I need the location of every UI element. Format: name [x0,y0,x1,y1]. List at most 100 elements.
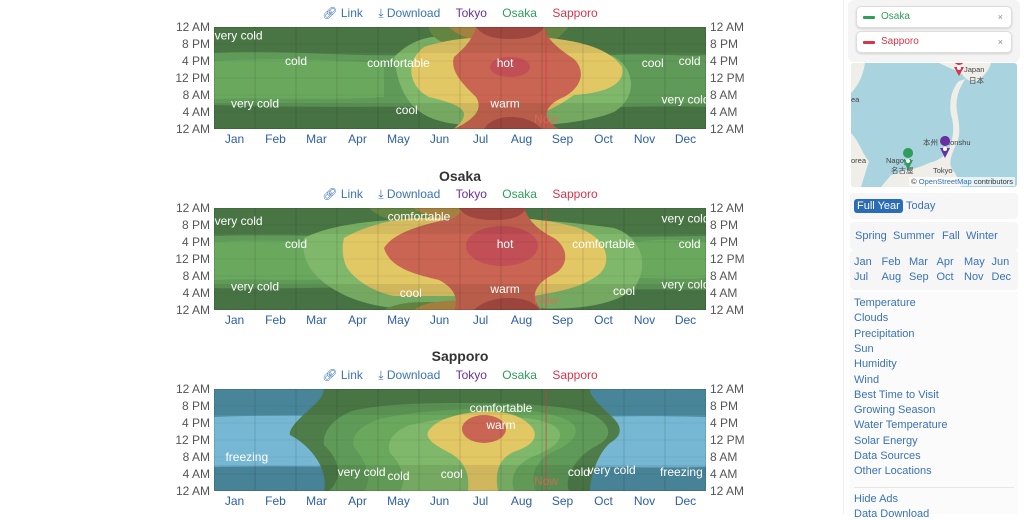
city-pill-osaka[interactable]: Osaka × [856,6,1012,28]
link-button[interactable]: 🔗︎ Link [322,368,363,382]
main-content: 🔗︎ Link ⤓ Download Tokyo Osaka Sapporo 1… [160,0,760,508]
band-label: cool [613,284,635,298]
band-label: comfortable [388,210,451,224]
close-icon[interactable]: × [997,12,1003,22]
y-tick-label: 4 PM [181,235,210,249]
season-fall[interactable]: Fall [942,230,960,242]
x-tick-label: Mar [306,132,327,146]
city-link-sapporo[interactable]: Sapporo [552,187,598,201]
y-tick-label: 8 AM [710,88,738,102]
month-link-oct[interactable]: Oct [936,271,954,283]
month-link-mar[interactable]: Mar [909,256,928,268]
download-button[interactable]: ⤓ Download [378,187,440,201]
nav-link-hide-ads[interactable]: Hide Ads [854,493,899,505]
plot-border [214,389,706,491]
city-link-tokyo[interactable]: Tokyo [455,187,487,201]
season-spring[interactable]: Spring [855,230,887,242]
nav-link-clouds[interactable]: Clouds [854,312,889,325]
download-button[interactable]: ⤓ Download [378,368,440,382]
nav-link-precipitation[interactable]: Precipitation [854,327,915,340]
y-tick-label: 12 PM [710,433,745,447]
band-label: very cold [338,465,386,479]
x-tick-label: Jun [429,313,450,327]
nav-link-best-time-to-visit[interactable]: Best Time to Visit [854,388,939,401]
chart-links: 🔗︎ Link ⤓ Download Tokyo Osaka Sapporo [160,368,760,383]
osm-link[interactable]: OpenStreetMap [918,177,972,186]
city-link-sapporo[interactable]: Sapporo [552,6,598,20]
band-label: very cold [661,212,706,226]
nav-link-growing-season[interactable]: Growing Season [854,404,936,417]
nav-link-sun[interactable]: Sun [854,342,874,355]
month-link-apr[interactable]: Apr [936,256,954,268]
y-tick-label: 8 AM [710,450,738,464]
city-link-osaka[interactable]: Osaka [502,6,537,20]
link-button[interactable]: 🔗︎ Link [322,187,363,201]
x-tick-label: Jan [224,494,245,508]
city-link-tokyo[interactable]: Tokyo [455,6,487,20]
nav-link-humidity[interactable]: Humidity [854,358,897,371]
x-tick-label: Feb [265,494,286,508]
season-winter[interactable]: Winter [966,230,998,242]
month-link-feb[interactable]: Feb [881,256,901,268]
month-link-jun[interactable]: Jun [991,256,1010,268]
download-button[interactable]: ⤓ Download [378,6,440,20]
y-tick-label: 12 AM [710,122,745,136]
y-tick-label: 4 PM [710,235,739,249]
city-link-osaka[interactable]: Osaka [502,187,537,201]
download-label: Download [386,187,441,201]
month-link-may[interactable]: May [964,256,985,268]
full-year-button[interactable]: Full Year [854,199,903,213]
city-pill-sapporo[interactable]: Sapporo × [856,31,1012,53]
band-label: cold [679,237,701,251]
band-label: freezing [225,450,268,464]
series-swatch [863,16,875,19]
close-icon[interactable]: × [997,37,1003,47]
x-tick-label: Oct [594,132,613,146]
y-tick-label: 12 PM [710,252,745,266]
comfort-band [453,27,581,129]
season-summer[interactable]: Summer [893,230,935,242]
nav-link-other-locations[interactable]: Other Locations [854,465,932,478]
link-label: Link [340,368,363,382]
map-label-japan: Japan [964,65,985,74]
month-link-nov[interactable]: Nov [964,271,984,283]
nav-link-data-sources[interactable]: Data Sources [854,450,921,462]
attribution-suffix: contributors [973,177,1013,186]
x-tick-label: Sep [551,313,574,327]
y-tick-label: 12 PM [710,71,745,85]
city-link-osaka[interactable]: Osaka [502,368,537,382]
month-link-sep[interactable]: Sep [909,271,929,283]
nav-link-solar-energy[interactable]: Solar Energy [854,434,918,447]
month-link-aug[interactable]: Aug [881,271,902,283]
city-link-tokyo[interactable]: Tokyo [455,368,487,382]
x-tick-label: Sep [551,494,574,508]
night-shade [214,465,706,491]
city-link-sapporo[interactable]: Sapporo [552,368,598,382]
plot-border [214,208,706,310]
band-label: very cold [215,29,263,43]
link-button[interactable]: 🔗︎ Link [322,6,363,20]
x-tick-label: Jan [224,132,245,146]
y-tick-label: 4 AM [182,467,210,481]
y-tick-label: 12 AM [175,122,210,136]
y-tick-label: 8 PM [710,218,739,232]
tokyo-chart-block: 🔗︎ Link ⤓ Download Tokyo Osaka Sapporo 1… [160,0,760,150]
y-tick-label: 8 AM [710,269,738,283]
y-tick-label: 8 PM [181,37,210,51]
nav-link-data-download[interactable]: Data Download [854,508,930,520]
x-tick-label: Aug [510,313,533,327]
month-link-dec[interactable]: Dec [991,271,1012,283]
now-label: Now [534,474,558,488]
nav-link-water-temperature[interactable]: Water Temperature [854,419,948,432]
location-map[interactable]: Japan 日本 本州 · Honshu ea orea Nagoya 名古屋 … [851,63,1017,187]
band-label: hot [497,56,514,70]
y-tick-label: 12 AM [710,484,745,498]
y-tick-label: 4 AM [182,105,210,119]
month-link-jul[interactable]: Jul [854,271,869,283]
map-label-nagoya-jp: 名古屋 [891,166,914,175]
today-button[interactable]: Today [906,200,936,212]
nav-link-wind[interactable]: Wind [854,373,880,386]
download-icon: ⤓ [378,187,384,201]
nav-link-temperature[interactable]: Temperature [854,297,916,309]
month-link-jan[interactable]: Jan [854,256,872,268]
